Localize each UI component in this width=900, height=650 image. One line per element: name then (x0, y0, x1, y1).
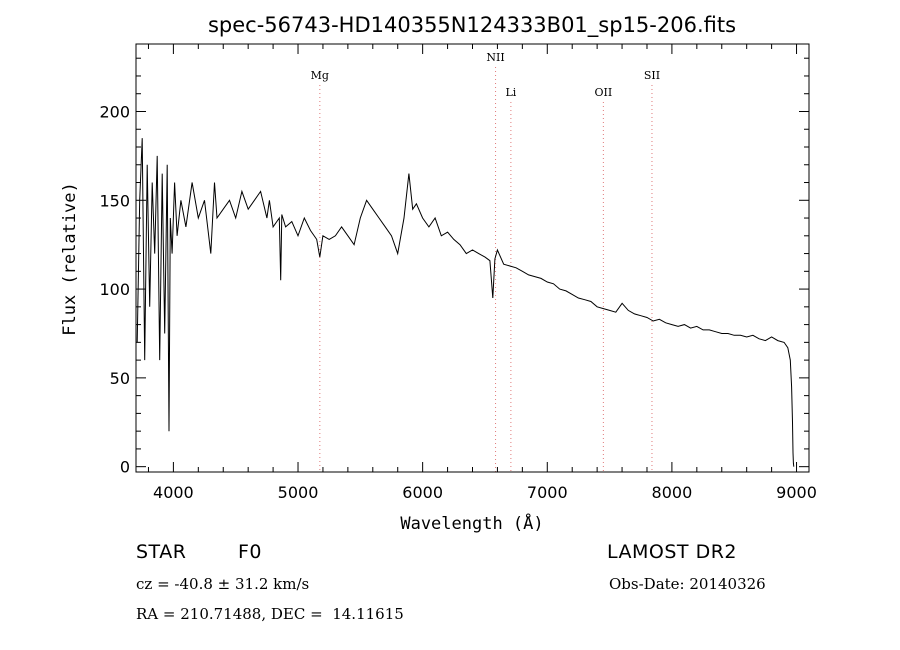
x-tick-label: 4000 (153, 483, 194, 502)
y-tick-label: 150 (99, 191, 130, 210)
y-axis-title: Flux (relative) (60, 182, 80, 336)
observation-date: Obs-Date: 20140326 (609, 575, 766, 593)
spectrum-line (136, 138, 795, 467)
spectral-line-label: Mg (311, 69, 329, 82)
survey-name: LAMOST DR2 (607, 541, 737, 563)
y-tick-label: 100 (99, 280, 130, 299)
object-subclass: F0 (238, 541, 263, 563)
x-axis-title: Wavelength (Å) (400, 512, 543, 534)
spectral-line-label: OII (595, 86, 613, 99)
x-tick-label: 8000 (652, 483, 693, 502)
chart-title: spec-56743-HD140355N124333B01_sp15-206.f… (208, 13, 736, 38)
coordinates: RA = 210.71488, DEC = 14.11615 (136, 605, 404, 623)
x-tick-label: 6000 (402, 483, 443, 502)
spectral-line-label: Li (505, 86, 516, 99)
y-tick-label: 200 (99, 102, 130, 121)
y-tick-label: 0 (120, 458, 130, 477)
spectral-line-markers: Mg NII Li OII SII (311, 51, 660, 472)
x-axis: 4000 5000 6000 7000 8000 9000 (147, 44, 817, 502)
plot-frame (135, 43, 810, 473)
x-tick-label: 9000 (776, 483, 817, 502)
x-tick-label: 5000 (278, 483, 319, 502)
object-class: STAR (136, 541, 187, 563)
spectral-line-label: NII (486, 51, 504, 64)
x-tick-label: 7000 (527, 483, 568, 502)
y-axis: 0 50 100 150 200 (99, 57, 809, 477)
y-tick-label: 50 (110, 369, 130, 388)
redshift-cz: cz = -40.8 ± 31.2 km/s (136, 575, 310, 593)
spectral-line-label: SII (644, 69, 660, 82)
